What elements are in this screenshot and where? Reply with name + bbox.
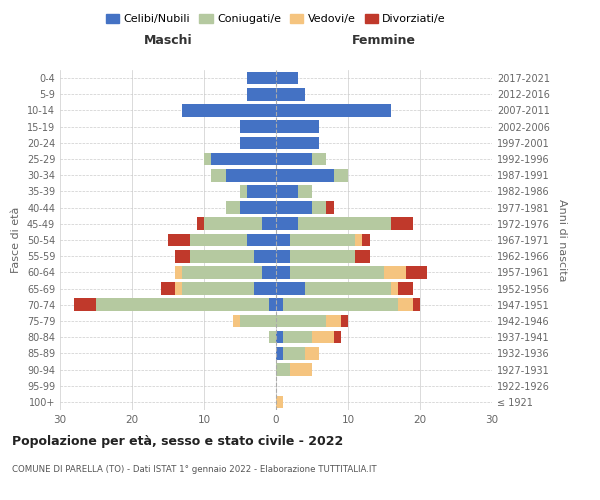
Bar — [276, 266, 290, 278]
Bar — [74, 298, 96, 311]
Bar — [276, 202, 312, 214]
Bar — [276, 72, 298, 85]
Bar — [341, 314, 348, 328]
Bar — [355, 234, 362, 246]
Bar — [290, 363, 312, 376]
Text: COMUNE DI PARELLA (TO) - Dati ISTAT 1° gennaio 2022 - Elaborazione TUTTITALIA.IT: COMUNE DI PARELLA (TO) - Dati ISTAT 1° g… — [12, 465, 377, 474]
Bar — [269, 298, 276, 311]
Bar — [276, 298, 283, 311]
Bar — [276, 88, 305, 101]
Bar — [276, 282, 305, 295]
Bar — [334, 169, 348, 181]
Bar — [240, 314, 276, 328]
Bar — [247, 88, 276, 101]
Bar — [384, 266, 406, 278]
Text: Popolazione per età, sesso e stato civile - 2022: Popolazione per età, sesso e stato civil… — [12, 435, 343, 448]
Bar — [276, 152, 312, 166]
Bar — [247, 234, 276, 246]
Bar — [182, 266, 262, 278]
Bar — [276, 104, 391, 117]
Bar — [283, 298, 398, 311]
Bar — [276, 120, 319, 133]
Bar — [190, 234, 247, 246]
Bar — [276, 218, 298, 230]
Bar — [276, 331, 283, 344]
Bar — [240, 185, 247, 198]
Bar — [276, 363, 290, 376]
Bar — [406, 266, 427, 278]
Bar — [312, 202, 326, 214]
Bar — [247, 185, 276, 198]
Bar — [312, 152, 326, 166]
Bar — [305, 347, 319, 360]
Bar — [290, 234, 355, 246]
Bar — [182, 104, 276, 117]
Bar — [391, 282, 398, 295]
Bar — [326, 314, 341, 328]
Bar — [161, 282, 175, 295]
Bar — [362, 234, 370, 246]
Bar — [276, 185, 298, 198]
Bar — [247, 72, 276, 85]
Bar — [262, 218, 276, 230]
Bar — [226, 202, 240, 214]
Bar — [334, 331, 341, 344]
Bar — [398, 298, 413, 311]
Bar — [326, 202, 334, 214]
Bar — [290, 266, 384, 278]
Bar — [240, 202, 276, 214]
Bar — [240, 120, 276, 133]
Y-axis label: Anni di nascita: Anni di nascita — [557, 198, 566, 281]
Bar — [96, 298, 269, 311]
Bar — [269, 331, 276, 344]
Bar — [175, 266, 182, 278]
Bar — [175, 282, 182, 295]
Bar — [276, 250, 290, 262]
Bar — [211, 169, 226, 181]
Bar — [298, 218, 391, 230]
Bar — [283, 347, 305, 360]
Bar — [197, 218, 204, 230]
Y-axis label: Fasce di età: Fasce di età — [11, 207, 21, 273]
Bar — [175, 250, 190, 262]
Bar — [168, 234, 190, 246]
Bar — [276, 347, 283, 360]
Bar — [226, 169, 276, 181]
Bar — [240, 136, 276, 149]
Bar — [233, 314, 240, 328]
Bar — [305, 282, 391, 295]
Text: Femmine: Femmine — [352, 34, 416, 48]
Bar — [276, 169, 334, 181]
Bar — [298, 185, 312, 198]
Text: Maschi: Maschi — [143, 34, 193, 48]
Bar — [283, 331, 312, 344]
Bar — [204, 218, 262, 230]
Bar — [312, 331, 334, 344]
Bar — [413, 298, 420, 311]
Bar — [254, 250, 276, 262]
Bar — [211, 152, 276, 166]
Bar — [355, 250, 370, 262]
Bar — [290, 250, 355, 262]
Bar — [182, 282, 254, 295]
Bar — [204, 152, 211, 166]
Bar — [262, 266, 276, 278]
Legend: Celibi/Nubili, Coniugati/e, Vedovi/e, Divorziati/e: Celibi/Nubili, Coniugati/e, Vedovi/e, Di… — [103, 10, 449, 28]
Bar — [190, 250, 254, 262]
Bar — [254, 282, 276, 295]
Bar — [398, 282, 413, 295]
Bar — [276, 396, 283, 408]
Bar — [276, 136, 319, 149]
Bar — [391, 218, 413, 230]
Bar — [276, 234, 290, 246]
Bar — [276, 314, 326, 328]
